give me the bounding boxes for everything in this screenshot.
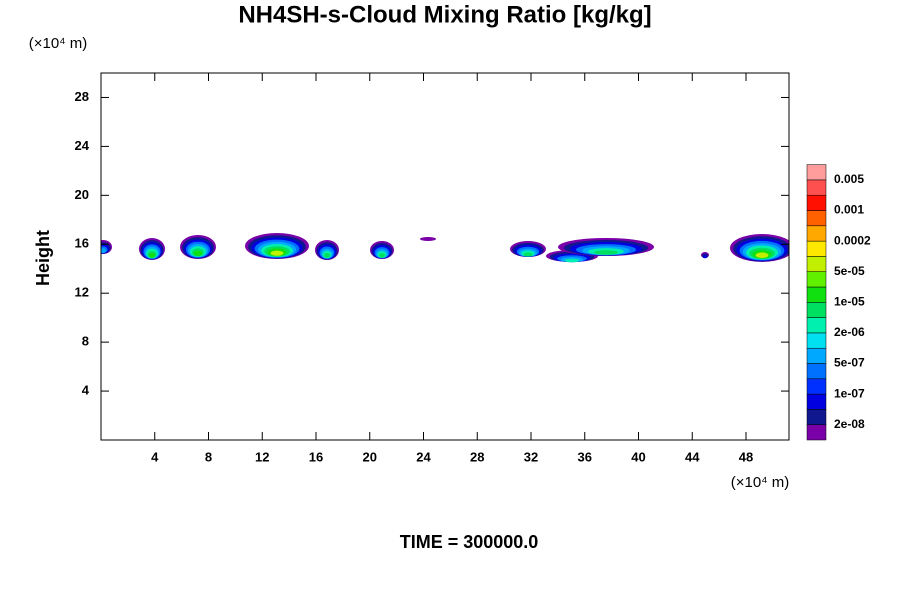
y-tick-label: 16 (75, 236, 89, 251)
colorbar-swatch (806, 256, 827, 272)
chart-title: NH4SH-s-Cloud Mixing Ratio [kg/kg] (238, 1, 651, 28)
field (101, 233, 789, 263)
cloud-layer (270, 250, 284, 256)
colorbar-swatch (806, 225, 827, 242)
y-tick-label: 28 (75, 89, 89, 104)
cloud-layer (755, 252, 769, 258)
cloud-layer (564, 258, 580, 263)
x-unit: (×10⁴ m) (731, 474, 790, 491)
x-tick-label: 24 (416, 449, 431, 464)
x-tick-label: 20 (363, 449, 377, 464)
y-tick-label: 8 (82, 334, 89, 349)
x-tick-label: 48 (739, 449, 753, 464)
colorbar-swatch (806, 302, 827, 318)
colorbar-swatch (806, 347, 827, 364)
colorbar-label: 1e-05 (834, 294, 865, 308)
colorbar-swatch (806, 240, 827, 257)
colorbar-label: 5e-05 (834, 264, 865, 278)
colorbar-swatch (806, 363, 827, 380)
colorbar-label: 0.001 (834, 203, 864, 217)
colorbar-label: 2e-06 (834, 325, 865, 339)
colorbar-swatch (806, 332, 827, 349)
cloud-layer (324, 252, 330, 258)
cloud-layer (703, 255, 707, 259)
x-tick-label: 40 (631, 449, 645, 464)
colorbar-label: 2e-08 (834, 417, 865, 431)
footer: TIME = 300000.0 (400, 532, 539, 552)
x-tick-label: 16 (309, 449, 323, 464)
colorbar-swatch (806, 194, 827, 211)
colorbar-swatch (806, 424, 827, 441)
colorbar-label: 1e-07 (834, 386, 865, 400)
x-tick-label: 36 (578, 449, 592, 464)
x-tick-label: 4 (151, 449, 159, 464)
colorbar-swatch (806, 164, 827, 181)
colorbar-swatch (806, 271, 827, 288)
cloud-layer (149, 252, 155, 258)
cloud-layer (194, 250, 202, 256)
cloud-layer (379, 253, 385, 258)
y-axis-label: Height (33, 230, 53, 286)
x-tick-label: 8 (205, 449, 212, 464)
cloud-layer (101, 248, 106, 253)
plot-frame (100, 72, 790, 441)
colorbar-swatch (806, 393, 827, 410)
y-tick-label: 24 (75, 138, 90, 153)
colorbar-swatch (806, 179, 827, 196)
x-tick-label: 12 (255, 449, 269, 464)
y-tick-label: 12 (75, 285, 89, 300)
x-tick-label: 32 (524, 449, 538, 464)
x-tick-label: 44 (685, 449, 700, 464)
x-tick-label: 28 (470, 449, 484, 464)
cloud-layer (420, 237, 436, 241)
cloud-layer (523, 252, 533, 257)
colorbar-swatch (806, 378, 827, 395)
colorbar-swatch (806, 210, 827, 227)
colorbar-label: 0.0002 (834, 233, 871, 247)
colorbar-swatch (806, 317, 827, 334)
colorbar-label: 0.005 (834, 172, 864, 186)
y-tick-label: 20 (75, 187, 89, 202)
cloud-layer (594, 250, 618, 255)
colorbar-swatch (806, 286, 827, 303)
colorbar-swatch (806, 409, 827, 425)
colorbar-label: 5e-07 (834, 356, 865, 370)
y-tick-label: 4 (82, 383, 90, 398)
y-unit: (×10⁴ m) (29, 35, 88, 52)
